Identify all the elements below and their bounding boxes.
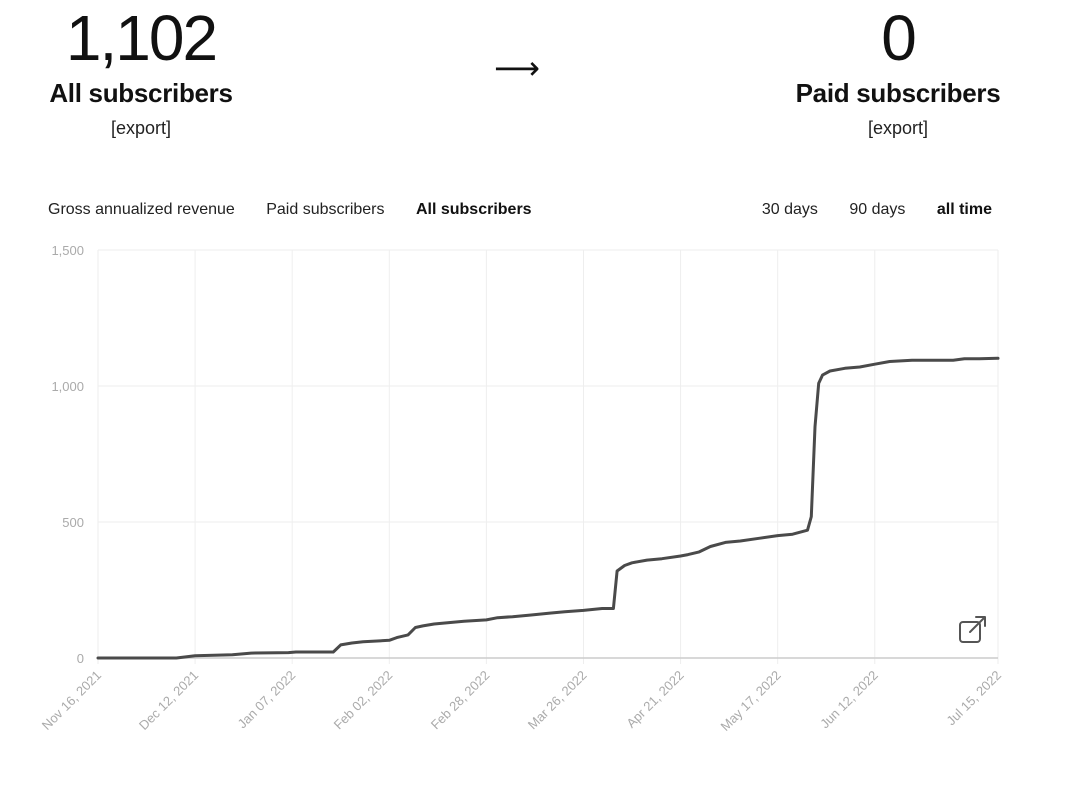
x-tick-label: Nov 16, 2021 <box>39 668 104 733</box>
right-arrow-icon: ⟶ <box>494 50 540 86</box>
x-tick-label: Apr 21, 2022 <box>623 668 686 731</box>
x-tick-label: Jan 07, 2022 <box>235 668 299 732</box>
range-90-days[interactable]: 90 days <box>849 201 906 218</box>
chart-axes <box>97 250 998 659</box>
series-line <box>96 356 1000 660</box>
all-subscribers-count: 1,102 <box>65 2 218 74</box>
metric-tabs: Gross annualized revenue Paid subscriber… <box>48 200 559 220</box>
y-tick-label: 1,500 <box>51 243 84 258</box>
x-tick-label: Dec 12, 2021 <box>136 668 201 733</box>
external-link-icon[interactable] <box>959 616 986 643</box>
all-subscribers-label: All subscribers <box>49 78 233 108</box>
x-tick-label: Mar 26, 2022 <box>525 668 590 733</box>
range-all-time[interactable]: all time <box>936 201 992 218</box>
all-subscribers-stat: 1,102 All subscribers [export] <box>40 0 242 140</box>
paid-subscribers-count: 0 <box>881 2 917 74</box>
range-30-days[interactable]: 30 days <box>761 201 818 218</box>
range-tabs: 30 days 90 days all time <box>762 200 992 220</box>
export-paid-subscribers-link[interactable]: [export] <box>867 118 929 138</box>
tab-paid-subscribers[interactable]: Paid subscribers <box>266 201 385 218</box>
chart-grid <box>97 249 999 664</box>
paid-subscribers-stat: 0 Paid subscribers [export] <box>788 0 1008 140</box>
x-tick-label: Jun 12, 2022 <box>817 668 881 732</box>
chart-tick-labels: 0 500 1,000 1,500 Nov 16, 2021 Dec 12, 2021 Ja… <box>39 243 1004 734</box>
y-tick-label: 0 <box>77 651 84 666</box>
paid-subscribers-label: Paid subscribers <box>795 78 1001 108</box>
y-tick-label: 1,000 <box>51 379 84 394</box>
x-tick-label: Feb 28, 2022 <box>428 668 493 733</box>
x-tick-label: Jul 15, 2022 <box>943 668 1004 729</box>
tab-gross-annualized-revenue[interactable]: Gross annualized revenue <box>48 201 235 218</box>
x-tick-label: Feb 02, 2022 <box>331 668 396 733</box>
y-tick-label: 500 <box>62 515 84 530</box>
export-all-subscribers-link[interactable]: [export] <box>110 118 172 138</box>
x-tick-label: May 17, 2022 <box>717 668 783 734</box>
chart-series <box>96 356 1000 660</box>
tab-all-subscribers[interactable]: All subscribers <box>415 201 532 218</box>
